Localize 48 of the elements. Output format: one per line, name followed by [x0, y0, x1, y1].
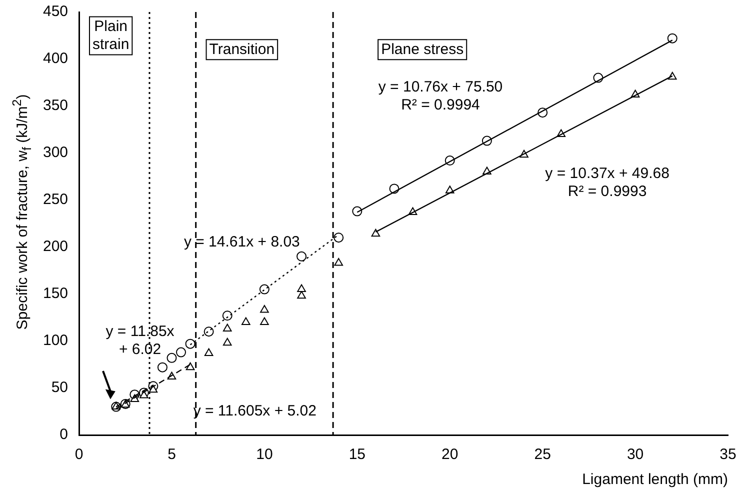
point: [166, 352, 177, 363]
annotation: Plain strain: [92, 18, 130, 53]
point: [260, 304, 269, 313]
y-tick-label: 350: [42, 97, 68, 114]
y-tick-label: 300: [42, 144, 68, 162]
x-tick-label: 5: [168, 446, 176, 464]
y-tick-label: 250: [42, 191, 68, 208]
x-tick-label: 15: [348, 446, 366, 464]
x-tick-label: 20: [442, 446, 458, 464]
point: [185, 338, 196, 349]
point: [222, 324, 232, 332]
point: [352, 206, 362, 216]
y-tick-label: 150: [42, 285, 68, 302]
annotation: Transition: [209, 40, 275, 58]
annotation: y = 14.61x + 8.03: [184, 233, 300, 250]
point: [204, 326, 214, 337]
point: [334, 258, 344, 266]
point: [242, 317, 250, 325]
x-tick-label: 30: [626, 446, 644, 464]
annotation: y = 11.85x + 6.02: [106, 323, 175, 358]
annotation: Plane stress: [381, 40, 464, 58]
y-tick-label: 100: [42, 332, 68, 350]
x-axis-title: Ligament length (mm): [582, 471, 728, 488]
y-tick-label: 450: [42, 3, 68, 20]
point: [296, 251, 307, 262]
point: [204, 348, 214, 356]
point: [222, 310, 232, 321]
point: [260, 317, 269, 325]
point: [176, 347, 186, 358]
y-tick-label: 0: [60, 426, 68, 444]
point: [157, 362, 168, 372]
point: [222, 338, 232, 346]
point: [371, 228, 380, 237]
x-tick-label: 10: [256, 446, 273, 464]
y-tick-label: 50: [51, 379, 68, 396]
annotation: y = 10.37x + 49.68 R² = 0.9993: [545, 165, 670, 200]
y-tick-label: 200: [42, 238, 68, 256]
x-tick-label: 0: [74, 446, 84, 464]
x-tick-label: 25: [534, 446, 551, 464]
point: [297, 284, 306, 292]
point: [259, 284, 270, 294]
point: [140, 390, 148, 398]
x-tick-label: 35: [720, 446, 736, 464]
annotation: y = 10.76x + 75.50 R² = 0.9994: [378, 78, 503, 114]
point: [186, 362, 195, 370]
point: [334, 232, 344, 243]
point: [667, 33, 678, 44]
y-tick-label: 400: [42, 50, 68, 68]
